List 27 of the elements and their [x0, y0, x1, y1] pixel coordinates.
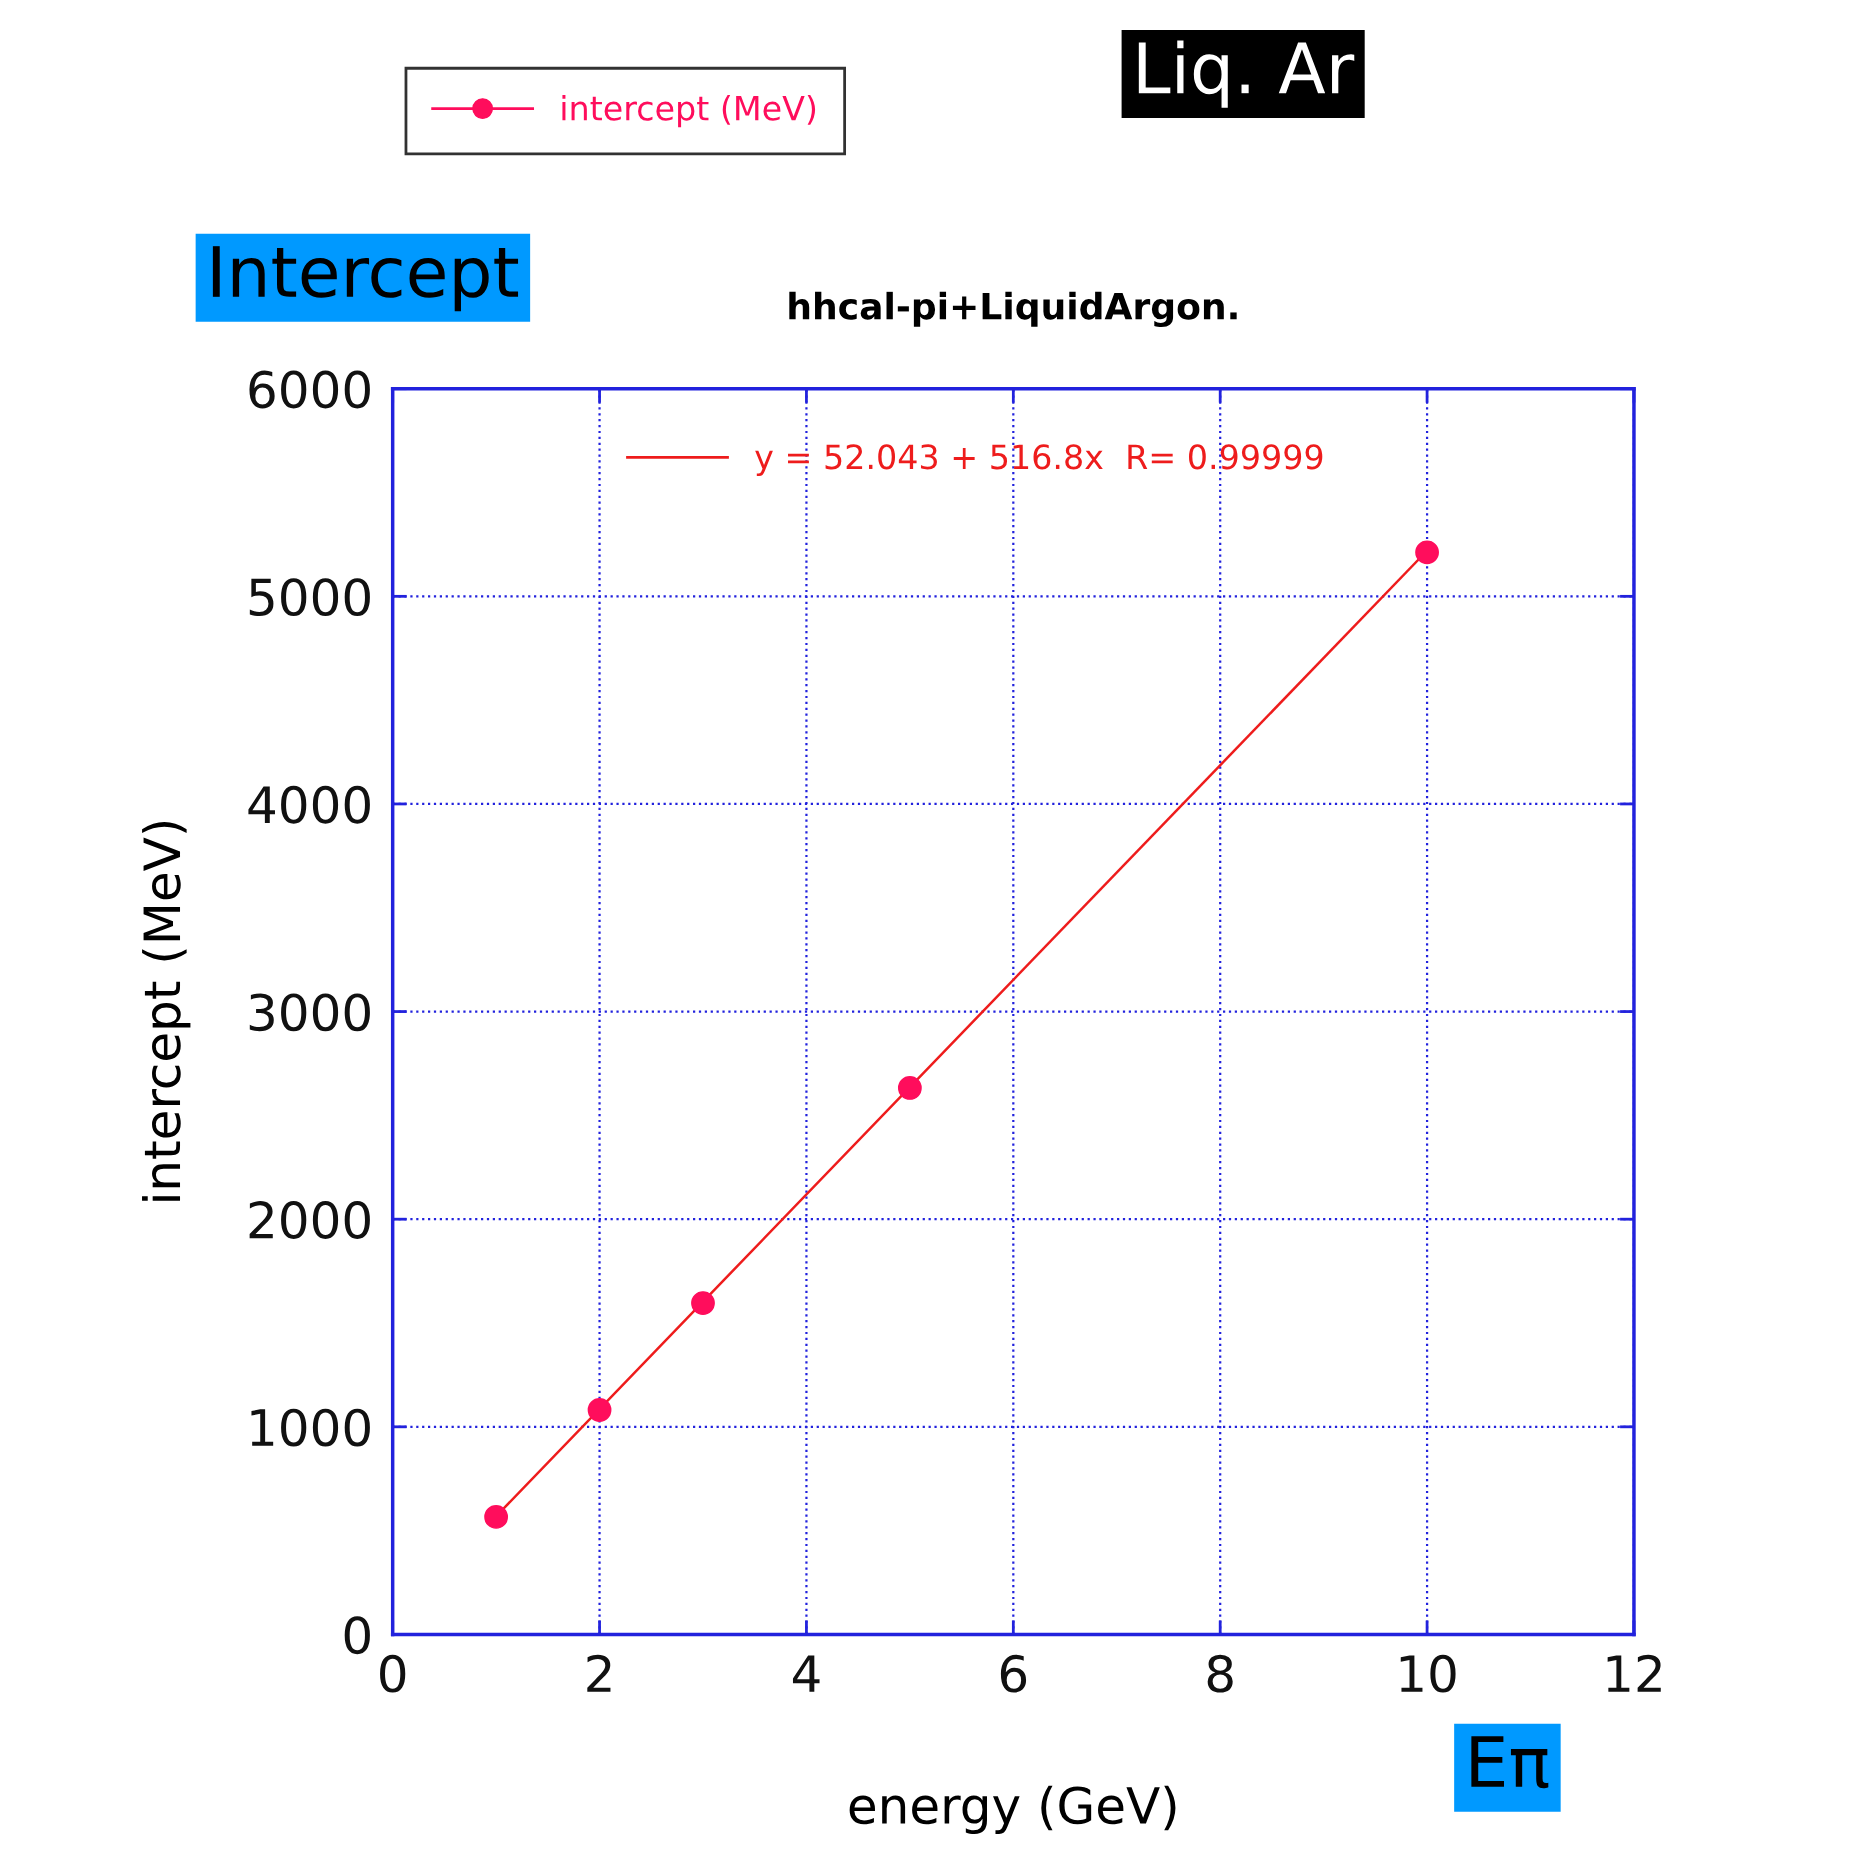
y-tick-label: 2000: [249, 1201, 370, 1239]
legend-label: intercept (MeV): [562, 94, 816, 128]
legend-label: y = 52.043 + 516.8x R= 0.99999: [755, 444, 1323, 476]
x-tick-label: 12: [1607, 1654, 1661, 1692]
text: Eπ: [1471, 1736, 1549, 1789]
y-tick-label: 1000: [251, 1408, 370, 1447]
y-tick-label: 6000: [249, 370, 370, 409]
point: [691, 1291, 715, 1315]
x-tick-label: 4: [792, 1655, 820, 1692]
point: [587, 1398, 612, 1422]
point: [484, 1505, 509, 1529]
text: Intercept: [212, 246, 519, 312]
y-tick-label: 4000: [248, 785, 370, 824]
y-axis-title: intercept (MeV): [142, 821, 191, 1201]
x-tick-label: 6: [1000, 1654, 1027, 1693]
x-tick-label: 8: [1207, 1654, 1233, 1693]
text: Liq. Ar: [1138, 40, 1355, 108]
y-tick-label: 0: [344, 1616, 370, 1655]
x-tick-label: 10: [1400, 1654, 1456, 1693]
x-tick-label: 0: [380, 1654, 406, 1693]
x-tick-label: 2: [587, 1654, 611, 1692]
point: [897, 1076, 922, 1100]
point: [1415, 540, 1439, 565]
y-tick-label: 3000: [249, 993, 370, 1032]
chart-title: hhcal-pi+LiquidArgon.: [789, 291, 1237, 328]
y-tick-label: 5000: [249, 578, 370, 617]
x-axis-title: energy (GeV): [849, 1785, 1176, 1834]
